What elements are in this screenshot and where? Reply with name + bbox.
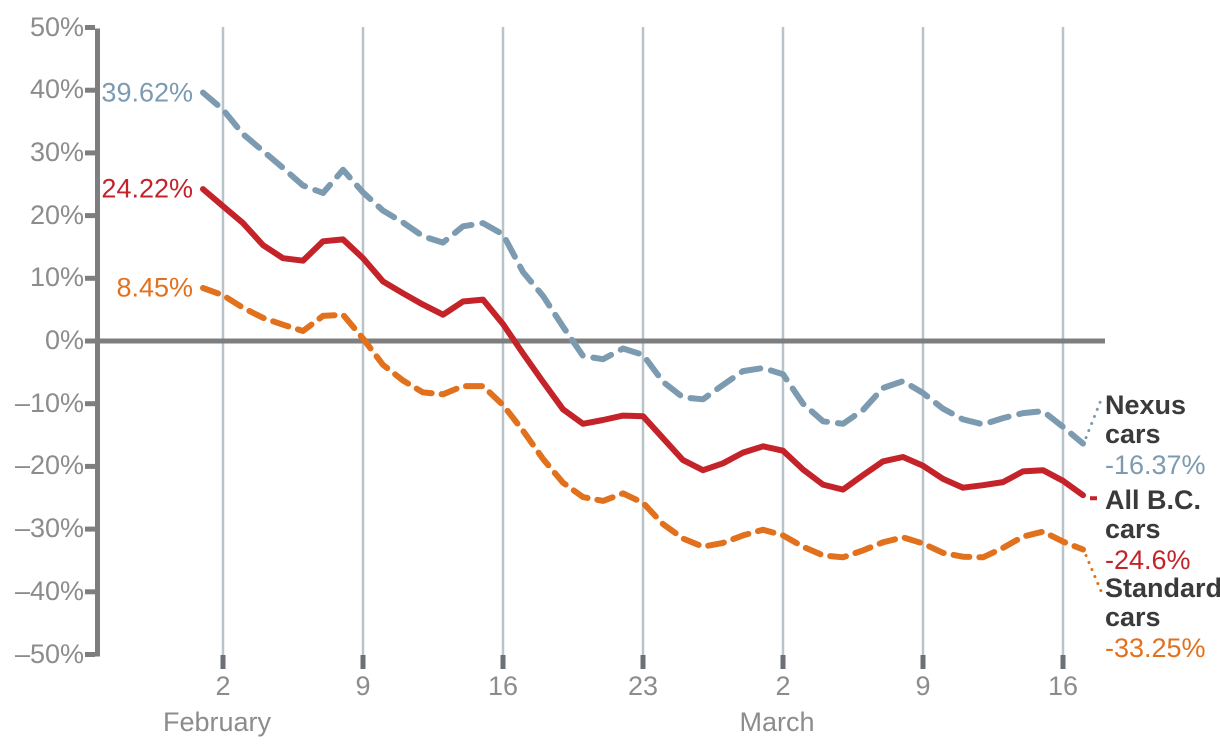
y-tick-label: –30% <box>14 512 84 543</box>
series-lines <box>200 89 1086 561</box>
x-day-label: 2 <box>215 671 231 701</box>
legend-nexus-name: Nexus cars <box>1105 390 1187 449</box>
x-day-label: 2 <box>775 671 791 701</box>
y-tick-label: 30% <box>29 136 84 167</box>
legend-allbc-name: All B.C. cars <box>1105 485 1202 544</box>
legend-allbc: All B.C. cars -24.6% <box>1105 486 1220 575</box>
y-tick-label: 10% <box>29 262 84 293</box>
label-leader-lines <box>1084 398 1103 593</box>
x-month-label: March <box>739 707 815 737</box>
x-day-label: 16 <box>1047 671 1079 701</box>
series-line-all-b-c-cars <box>200 186 1086 499</box>
y-tick-label: 40% <box>29 74 84 105</box>
y-tick-label: –40% <box>14 575 84 606</box>
x-day-label: 16 <box>487 671 519 701</box>
x-day-label: 9 <box>355 671 371 701</box>
y-tick-label: 20% <box>29 199 84 230</box>
start-value-label-standard: 8.45% <box>116 272 193 303</box>
y-tick-label: –20% <box>14 450 84 481</box>
y-tick-label: 0% <box>44 324 84 355</box>
legend-standard-name: Standard cars <box>1105 573 1220 632</box>
y-tick-label: –10% <box>14 387 84 418</box>
series-line-standard-cars <box>200 285 1086 561</box>
x-day-label: 9 <box>915 671 931 701</box>
legend-standard-value: -33.25% <box>1105 633 1206 663</box>
start-value-label-nexus: 39.62% <box>101 77 193 108</box>
y-axis <box>85 25 100 657</box>
y-tick-label: –50% <box>14 638 84 669</box>
legend-nexus-value: -16.37% <box>1105 450 1206 480</box>
gridlines <box>220 27 1066 669</box>
leader-standard <box>1084 553 1103 593</box>
leader-nexus <box>1084 398 1103 440</box>
legend-standard: Standard cars -33.25% <box>1105 574 1220 663</box>
legend-nexus: Nexus cars -16.37% <box>1105 391 1220 480</box>
x-month-label: February <box>162 707 272 737</box>
series-line-nexus-cars <box>200 89 1086 447</box>
legend-allbc-value: -24.6% <box>1105 545 1191 575</box>
start-value-label-allbc: 24.22% <box>101 173 193 204</box>
y-tick-label: 50% <box>29 11 84 42</box>
x-day-label: 23 <box>627 671 659 701</box>
